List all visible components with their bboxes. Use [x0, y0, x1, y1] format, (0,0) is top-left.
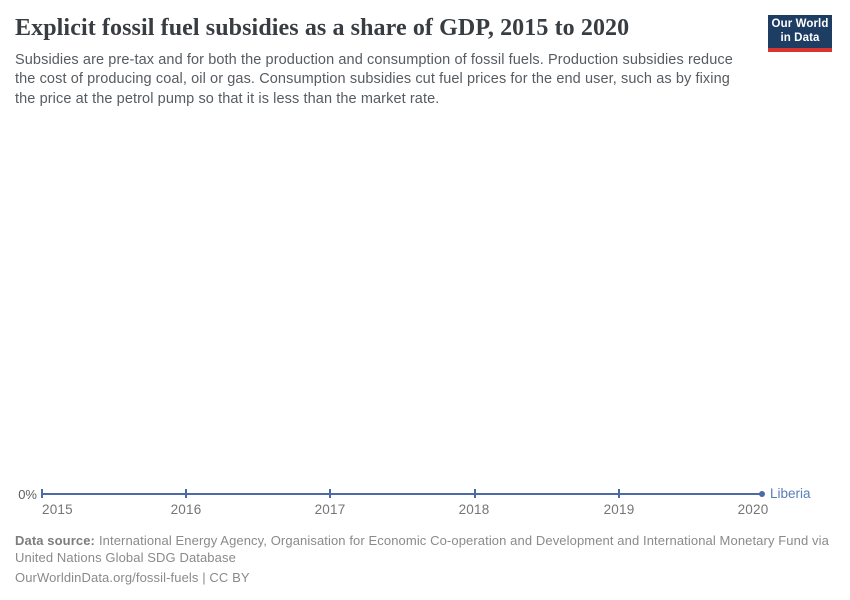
- data-source-text-1: International Energy Agency, Organisatio…: [98, 533, 829, 548]
- data-point-2017: [329, 489, 331, 498]
- license-link[interactable]: OurWorldinData.org/fossil-fuels | CC BY: [15, 570, 250, 586]
- owid-logo-text: Our World in Data: [768, 15, 832, 48]
- data-source-label: Data source:: [15, 533, 95, 548]
- x-tick-2015: 2015: [42, 502, 73, 517]
- owid-logo-line-2: in Data: [780, 31, 820, 44]
- data-point-2015: [41, 489, 43, 498]
- chart-footer: Data source: International Energy Agency,…: [15, 532, 829, 586]
- data-source-line-2: United Nations Global SDG Database: [15, 550, 236, 566]
- x-tick-2017: 2017: [314, 502, 346, 517]
- data-point-2019: [618, 489, 620, 498]
- x-tick-2020: 2020: [737, 502, 769, 517]
- owid-logo-line-1: Our World: [771, 18, 829, 30]
- subtitle-line-1: Subsidies are pre-tax and for both the p…: [15, 52, 733, 68]
- owid-logo[interactable]: Our World in Data: [768, 15, 832, 52]
- chart-title: Explicit fossil fuel subsidies as a shar…: [15, 15, 630, 41]
- data-point-2018: [474, 489, 476, 498]
- entity-label-liberia[interactable]: Liberia: [770, 486, 811, 501]
- x-tick-2019: 2019: [603, 502, 635, 517]
- data-point-2020: [759, 491, 765, 497]
- chart-subtitle: Subsidies are pre-tax and for both the p…: [15, 51, 733, 109]
- subtitle-line-2: the cost of producing coal, oil or gas. …: [15, 71, 730, 88]
- owid-logo-red-strip: [768, 48, 832, 52]
- subtitle-line-3: the price at the petrol pump so that it …: [15, 90, 440, 107]
- x-tick-2018: 2018: [458, 502, 490, 517]
- x-tick-2016: 2016: [170, 502, 202, 517]
- data-point-2016: [185, 489, 187, 498]
- series-line-liberia: [42, 493, 764, 495]
- data-source-line-1: Data source: International Energy Agency,…: [15, 532, 829, 549]
- y-axis-zero-label: 0%: [18, 487, 37, 502]
